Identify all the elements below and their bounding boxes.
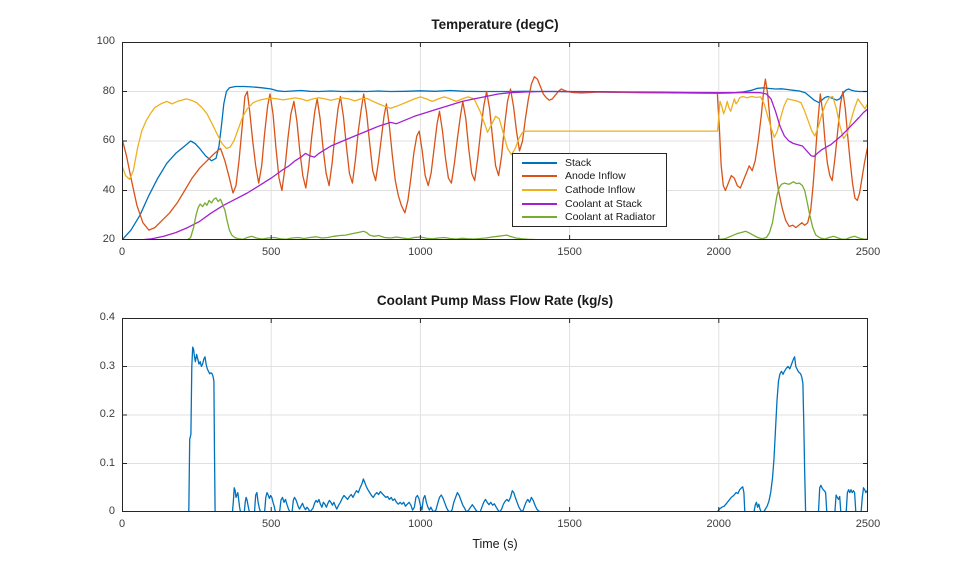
legend-line-sample-cathode-inflow [522,188,557,191]
legend-line-sample-coolant-at-radiator [522,216,557,219]
y-tick-label: 20 [102,233,115,245]
temperature-plot-area [122,42,868,240]
legend-line-sample-anode-inflow [522,175,557,178]
y-tick-label: 60 [102,134,115,146]
legend-label-cathode-inflow: Cathode Inflow [565,183,636,196]
y-tick-label: 0.3 [99,359,115,372]
legend-item-coolant-at-stack[interactable]: Coolant at Stack [513,197,666,210]
legend-label-anode-inflow: Anode Inflow [565,170,626,183]
legend-line-sample-stack [522,161,557,164]
x-tick-label: 0 [118,246,126,258]
y-tick-label: 40 [102,183,115,196]
y-tick-label: 0 [108,505,115,517]
pump-flow-plot-area [122,318,868,512]
x-tick-label: 500 [262,518,281,530]
y-tick-label: 0.4 [99,311,115,323]
legend-label-stack: Stack [565,156,592,169]
legend-line-sample-coolant-at-stack [522,202,557,205]
legend-item-cathode-inflow[interactable]: Cathode Inflow [513,183,666,196]
x-tick-label: 500 [262,246,281,258]
y-tick-label: 0.1 [99,456,115,469]
x-tick-label: 2500 [855,246,881,258]
pump-flow-chart-title: Coolant Pump Mass Flow Rate (kg/s) [376,293,614,308]
temperature-chart-title: Temperature (degC) [431,17,559,32]
legend-box[interactable]: Stack Anode Inflow Cathode Inflow Coolan… [512,153,667,227]
pump-flow-plot-svg [122,318,868,512]
x-axis-label: Time (s) [472,537,518,551]
y-tick-label: 80 [102,84,115,97]
x-tick-label: 2500 [855,518,881,530]
temperature-plot-svg [122,42,868,240]
legend-item-anode-inflow[interactable]: Anode Inflow [513,170,666,183]
y-tick-label: 100 [96,35,115,47]
x-tick-label: 2000 [706,246,732,258]
x-tick-label: 0 [118,518,126,530]
legend-item-coolant-at-radiator[interactable]: Coolant at Radiator [513,211,666,224]
legend-label-coolant-at-stack: Coolant at Stack [565,197,643,210]
x-tick-label: 1000 [408,518,433,530]
x-tick-label: 1000 [408,246,433,258]
legend-label-coolant-at-radiator: Coolant at Radiator [565,211,656,224]
x-tick-label: 1500 [557,246,582,258]
x-tick-label: 2000 [706,518,732,530]
y-tick-label: 0.2 [99,408,115,420]
legend-item-stack[interactable]: Stack [513,156,666,169]
x-tick-label: 1500 [557,518,582,530]
